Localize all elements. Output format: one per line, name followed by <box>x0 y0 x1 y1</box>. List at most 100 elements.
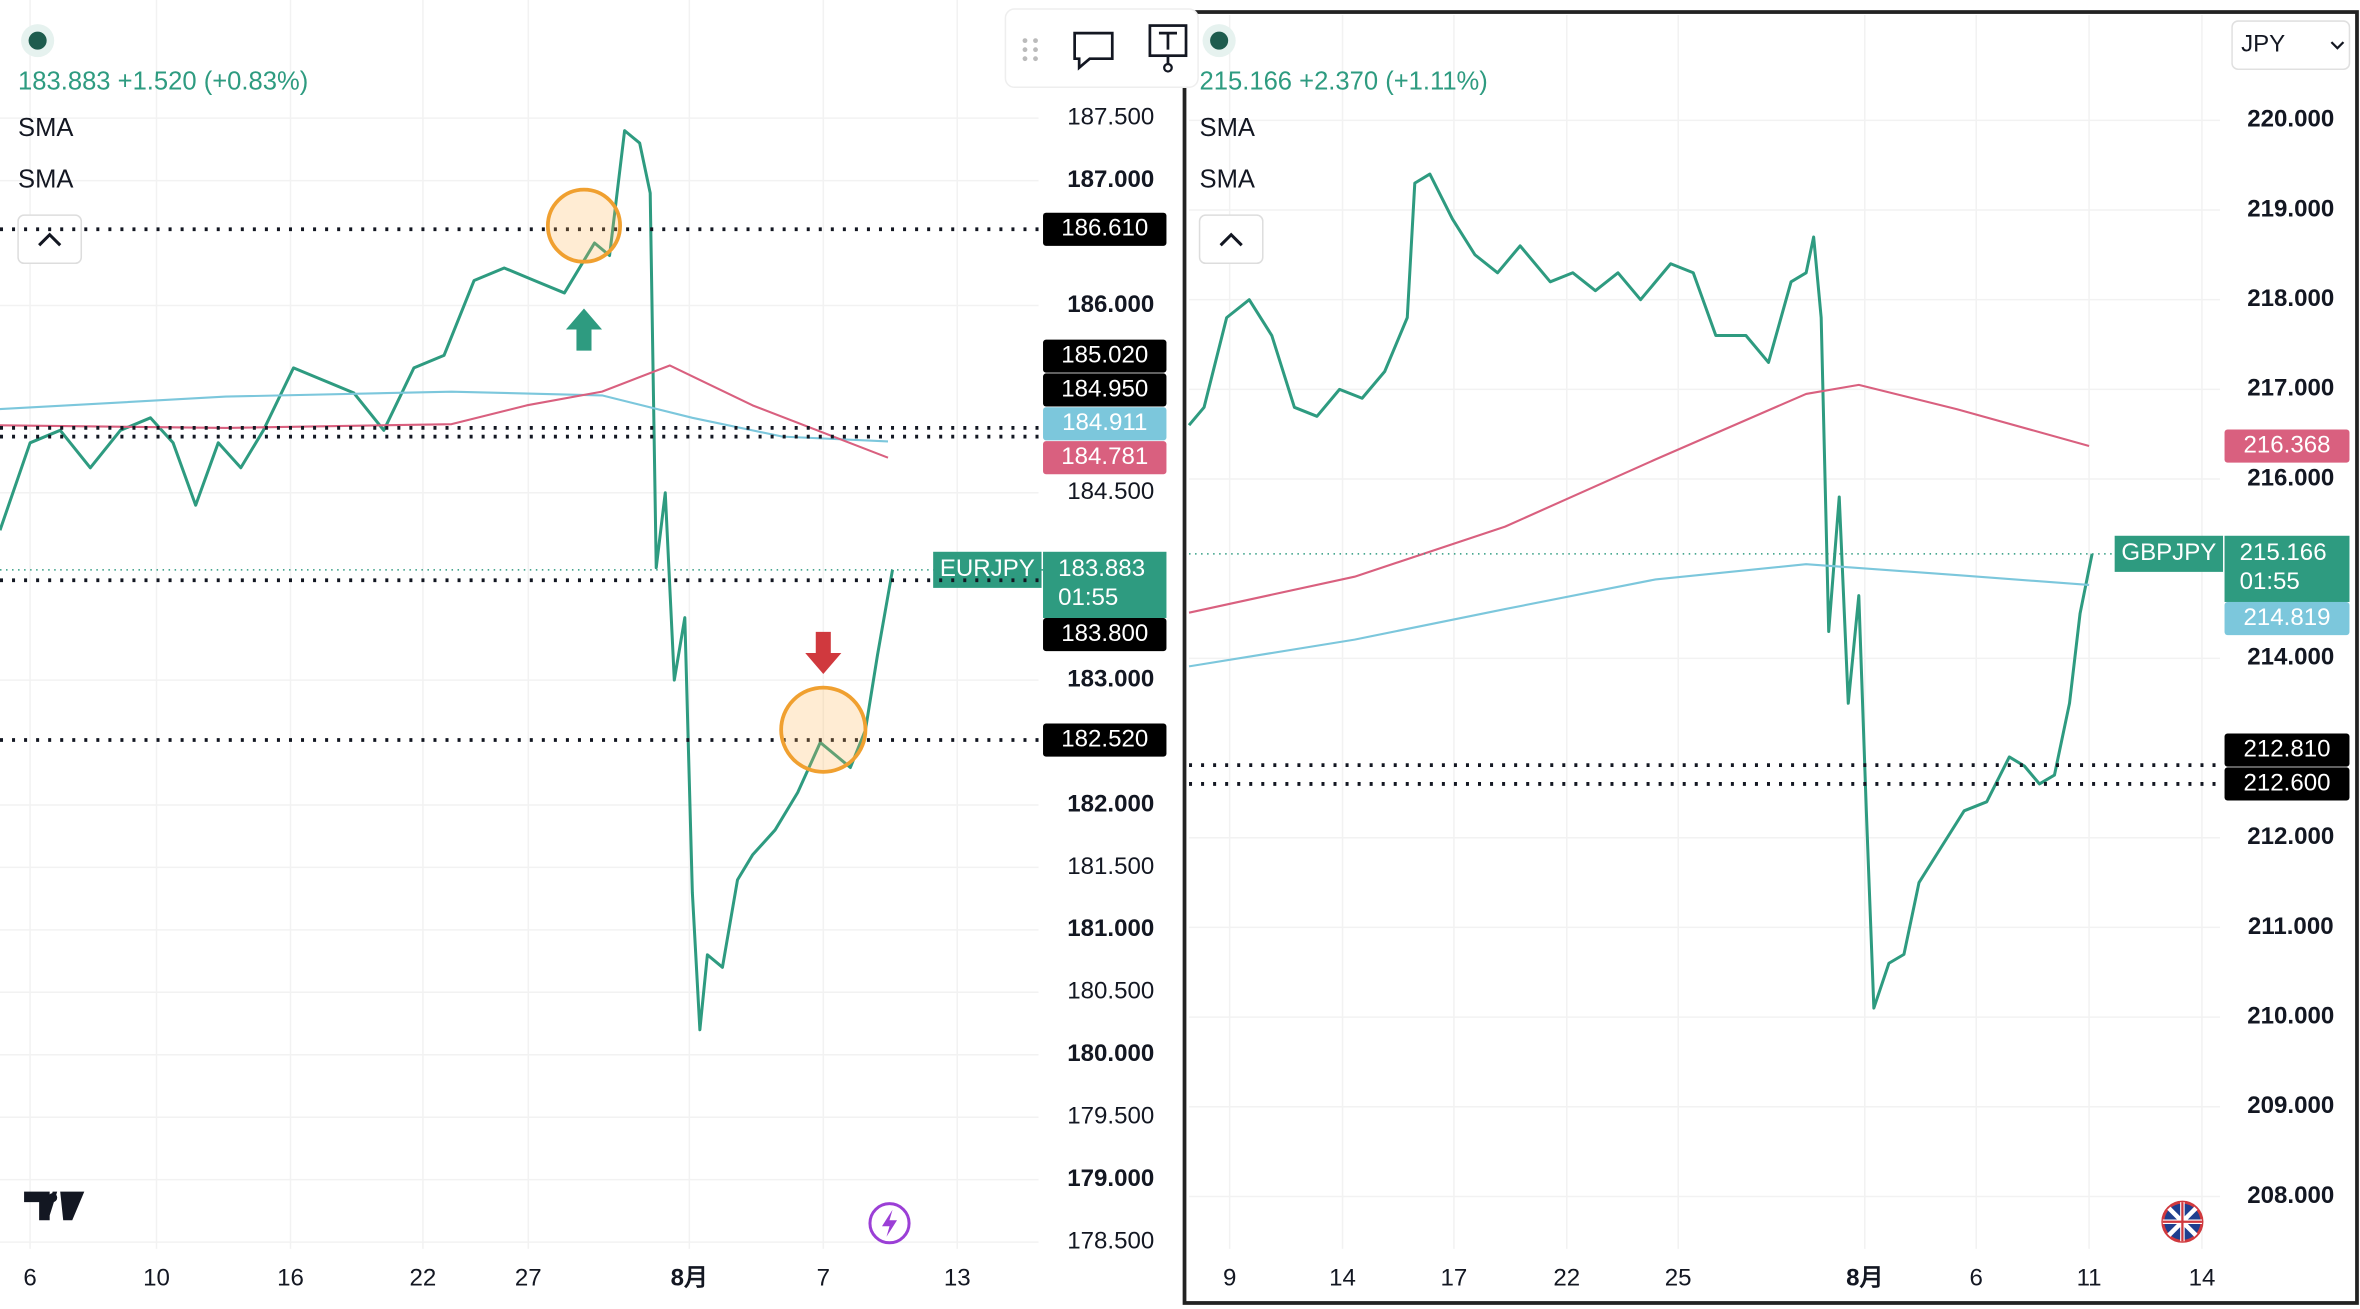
highlight-circle <box>545 187 622 264</box>
last-price-label: 183.883 <box>1058 555 1145 582</box>
y-tick-label: 181.000 <box>1067 915 1154 942</box>
last-price-label: 215.166 <box>2240 539 2327 566</box>
symbol-tag-label: GBPJPY <box>2121 539 2216 566</box>
sma-line <box>1188 383 2090 614</box>
price-label-box <box>1043 339 1167 373</box>
countdown-label: 01:55 <box>1058 584 1118 611</box>
legend-sma: SMA <box>1200 165 1256 193</box>
y-tick-label: 214.000 <box>2247 644 2334 671</box>
chevron-icon <box>38 232 62 247</box>
y-tick-label: 210.000 <box>2247 1002 2334 1029</box>
price-label-box <box>2224 429 2350 463</box>
logo-dot <box>48 1193 58 1203</box>
text-tool-anchor <box>1163 62 1173 73</box>
legend-sma: SMA <box>1200 114 1256 142</box>
x-tick-label: 7 <box>817 1264 830 1291</box>
price-label-box <box>1043 373 1167 407</box>
price-label: 184.781 <box>1061 443 1148 470</box>
price-label-box <box>1043 617 1167 652</box>
y-tick-label: 182.000 <box>1067 790 1154 817</box>
status-dot <box>1210 31 1229 50</box>
x-tick-label: 6 <box>1970 1264 1983 1291</box>
price-label-box <box>1043 723 1167 757</box>
x-tick-label: 27 <box>515 1264 542 1291</box>
x-tick-label: 10 <box>143 1264 170 1291</box>
x-tick-label: 8月 <box>1846 1264 1883 1291</box>
logo <box>24 1191 85 1221</box>
y-tick-label: 187.000 <box>1067 166 1154 193</box>
drag-handle[interactable] <box>1022 38 1038 62</box>
last-price-box <box>1043 551 1167 618</box>
x-tick-label: 22 <box>410 1264 437 1291</box>
price-label: 183.800 <box>1061 620 1148 647</box>
dropdown-caret <box>2330 41 2345 50</box>
y-tick-label: 211.000 <box>2248 913 2334 940</box>
price-line <box>1187 172 2094 1010</box>
legend-sma: SMA <box>18 165 74 193</box>
price-label-box <box>2224 733 2350 767</box>
y-tick-label: 181.500 <box>1067 853 1154 880</box>
price-label-box <box>1043 212 1167 246</box>
chevron-icon <box>1219 232 1243 247</box>
x-tick-label: 16 <box>277 1264 304 1291</box>
price-label-box <box>2224 767 2350 801</box>
y-tick-label: 184.500 <box>1067 478 1154 505</box>
y-tick-label: 178.500 <box>1067 1227 1154 1254</box>
y-tick-label: 219.000 <box>2247 195 2334 222</box>
price-label: 185.020 <box>1061 341 1148 368</box>
symbol-tag <box>2114 535 2224 572</box>
y-tick-label: 216.000 <box>2247 464 2334 491</box>
price-label: 186.610 <box>1061 215 1148 242</box>
y-tick-label: 217.000 <box>2247 375 2334 402</box>
y-tick-label: 180.500 <box>1067 978 1154 1005</box>
collapse-button[interactable] <box>17 214 83 265</box>
countdown-label: 01:55 <box>2240 568 2300 595</box>
price-label: 184.911 <box>1062 409 1147 436</box>
y-tick-label: 212.000 <box>2247 823 2334 850</box>
status-dot <box>28 31 47 50</box>
price-label: 216.368 <box>2244 431 2331 458</box>
price-label: 184.950 <box>1061 375 1148 402</box>
x-tick-label: 17 <box>1441 1264 1468 1291</box>
comment-tool[interactable] <box>1073 31 1114 71</box>
price-label: 182.520 <box>1061 725 1148 752</box>
flag-cross-red <box>2162 1202 2202 1242</box>
currency-dropdown[interactable] <box>2231 20 2351 70</box>
y-tick-label: 218.000 <box>2247 285 2334 312</box>
y-tick-label: 186.000 <box>1067 291 1154 318</box>
y-tick-label: 179.500 <box>1067 1103 1154 1130</box>
sma-line <box>1188 563 2090 668</box>
x-tick-label: 9 <box>1223 1264 1236 1291</box>
highlight-circle <box>779 685 868 774</box>
down-arrow <box>805 631 842 675</box>
x-tick-label: 6 <box>23 1264 36 1291</box>
quote: 183.883 +1.520 (+0.83%) <box>18 68 308 96</box>
sma-line <box>0 364 889 459</box>
price-line <box>0 129 895 1032</box>
y-tick-label: 209.000 <box>2247 1092 2334 1119</box>
y-tick-label: 220.000 <box>2247 106 2334 133</box>
currency-label: JPY <box>2241 30 2285 57</box>
y-tick-label: 208.000 <box>2247 1182 2334 1209</box>
lightning-icon <box>881 1209 898 1237</box>
y-tick-label: 183.000 <box>1067 665 1154 692</box>
price-label: 212.810 <box>2244 735 2331 762</box>
x-tick-label: 22 <box>1553 1264 1580 1291</box>
symbol-tag-label: EURJPY <box>940 555 1035 582</box>
price-label: 212.600 <box>2244 769 2331 796</box>
y-tick-label: 179.000 <box>1067 1165 1154 1192</box>
last-price-box <box>2224 535 2350 602</box>
collapse-button[interactable] <box>1198 214 1264 265</box>
x-tick-label: 14 <box>2189 1264 2216 1291</box>
active-pane-frame <box>1182 10 2359 1305</box>
price-label-box <box>2224 601 2350 636</box>
price-label-box <box>1043 407 1167 441</box>
price-label-box <box>1043 441 1167 475</box>
legend-sma: SMA <box>18 114 74 142</box>
x-tick-label: 8月 <box>671 1264 708 1291</box>
x-tick-label: 14 <box>1329 1264 1356 1291</box>
